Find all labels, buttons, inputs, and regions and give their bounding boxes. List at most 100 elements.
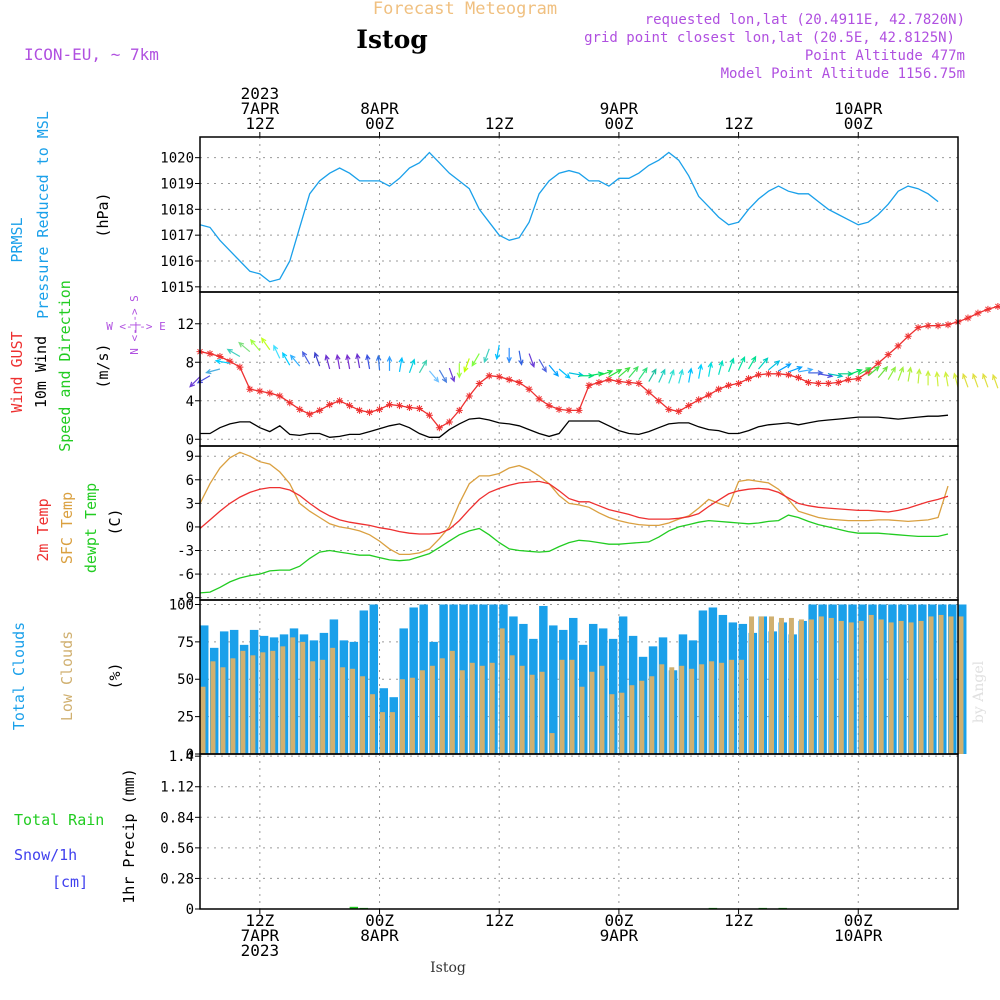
label-sfc-temp: SFC Temp <box>58 492 76 564</box>
wind-arrow <box>214 358 231 365</box>
gust-marker <box>974 309 982 317</box>
y-tick-label: 0 <box>186 520 194 536</box>
wind-arrow <box>313 351 321 367</box>
low-cloud-bar <box>529 674 535 754</box>
top-time-label: 12Z <box>485 114 514 133</box>
wind-arrow <box>934 371 940 387</box>
gust-marker <box>615 378 623 386</box>
top-time-label: 10APR <box>834 99 883 118</box>
panel-frame <box>199 753 959 910</box>
low-cloud-bar <box>908 622 914 754</box>
gust-marker <box>725 381 733 389</box>
low-cloud-bar <box>569 659 575 754</box>
low-cloud-bar <box>200 686 206 754</box>
point-altitude: Point Altitude 477m <box>805 48 965 64</box>
gust-marker <box>685 402 693 410</box>
low-cloud-bar <box>669 667 675 754</box>
y-tick-label: 0.28 <box>160 871 194 887</box>
wind-arrow <box>273 344 281 359</box>
low-cloud-bar <box>639 680 645 754</box>
top-time-label: 00Z <box>604 114 633 133</box>
gust-marker <box>944 321 952 329</box>
top-time-label: 2023 <box>241 84 280 103</box>
low-cloud-bar <box>659 664 665 754</box>
panel-frame <box>199 291 959 447</box>
gust-marker <box>226 357 234 365</box>
gust-marker <box>705 391 713 399</box>
super-title: Forecast Meteogram <box>373 0 557 19</box>
watermark: by Angel <box>971 660 987 723</box>
gust-marker <box>535 395 543 403</box>
gust-marker <box>784 371 792 379</box>
gust-marker <box>984 305 992 313</box>
gust-marker <box>645 388 653 396</box>
wind-arrow <box>738 356 746 371</box>
low-cloud-bar <box>330 647 336 754</box>
wind-arrow <box>260 337 271 351</box>
pressure-labels: PRMSL Pressure Reduced to MSL (hPa) <box>8 111 112 319</box>
low-cloud-bar <box>649 676 655 754</box>
label-speed-direction: Speed and Direction <box>56 280 74 452</box>
wind-arrow <box>962 372 969 388</box>
requested-coords: requested lon,lat (20.4911E, 42.7820N) <box>645 12 965 28</box>
top-time-label: 12Z <box>245 114 274 133</box>
wind-arrow <box>972 372 979 388</box>
label-dewpt-temp: dewpt Temp <box>82 483 100 573</box>
rain-bar <box>349 906 359 909</box>
wind-arrow <box>897 366 905 381</box>
series-10m-wind <box>200 414 949 438</box>
y-tick-label: 4 <box>186 394 194 410</box>
low-cloud-bar <box>938 614 944 754</box>
low-cloud-bar <box>380 712 386 754</box>
wind-arrow <box>697 363 704 379</box>
label-10m-wind: 10m Wind <box>32 336 50 408</box>
low-cloud-bar <box>749 616 755 754</box>
cloud-labels: Total Clouds Low Clouds (%) <box>10 622 124 730</box>
gust-marker <box>824 379 832 387</box>
wind-arrow <box>494 344 501 361</box>
bottom-time-label: 9APR <box>600 926 639 945</box>
low-cloud-bar <box>220 667 226 754</box>
wind-arrow <box>925 369 931 386</box>
y-tick-label: 100 <box>169 597 194 613</box>
gust-marker <box>326 401 334 409</box>
wind-arrow <box>506 347 512 364</box>
wind-arrow <box>238 341 251 353</box>
pressure-panel: 1015 1016 1017 1018 1019 1020 <box>160 136 959 296</box>
low-cloud-bar <box>719 662 725 754</box>
y-tick-label: 75 <box>177 635 194 651</box>
gust-marker <box>635 379 643 387</box>
gust-marker <box>625 378 633 386</box>
gust-marker <box>525 385 533 393</box>
low-cloud-bar <box>699 664 705 754</box>
low-cloud-bar <box>629 685 635 754</box>
y-tick-label: 1016 <box>160 254 194 270</box>
grid-point-coords: grid point closest lon,lat (20.5E, 42.81… <box>584 30 955 46</box>
bottom-time-label: 12Z <box>485 911 514 930</box>
total-cloud-bar <box>549 625 558 754</box>
bottom-time-label: 12Z <box>724 911 753 930</box>
gust-marker <box>595 378 603 386</box>
wind-arrow <box>428 370 440 383</box>
low-cloud-bar <box>479 665 485 754</box>
y-tick-label: 0 <box>186 432 194 448</box>
label-total-clouds: Total Clouds <box>10 622 28 730</box>
low-cloud-bar <box>340 667 346 754</box>
low-cloud-bar <box>729 659 735 754</box>
y-tick-label: 0.84 <box>160 810 194 826</box>
y-tick-label: 0.56 <box>160 841 194 857</box>
y-tick-label: 1.4 <box>169 749 194 765</box>
gust-marker <box>296 405 304 413</box>
gust-marker <box>346 402 354 410</box>
wind-arrow <box>335 353 341 370</box>
low-cloud-bar <box>449 650 455 754</box>
label-2m-temp: 2m Temp <box>34 498 52 561</box>
label-wind-gust: Wind GUST <box>8 331 26 412</box>
wind-arrow <box>324 354 331 370</box>
wind-arrow <box>778 363 792 372</box>
gust-marker <box>844 376 852 384</box>
y-tick-label: 1.12 <box>160 780 194 796</box>
low-cloud-bar <box>300 641 306 754</box>
low-cloud-bar <box>709 661 715 754</box>
